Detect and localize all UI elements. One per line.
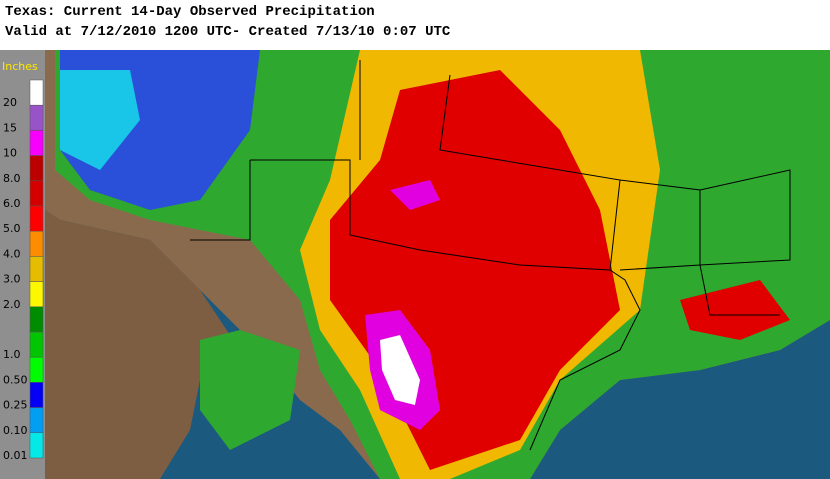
legend-label: 2.0: [3, 298, 21, 311]
legend-label: 1.0: [3, 348, 21, 361]
rain-white: [380, 335, 420, 405]
legend-label: 5.0: [3, 222, 21, 235]
mexico: [45, 210, 240, 479]
legend-label: 8.0: [3, 172, 21, 185]
legend-swatch: [29, 104, 44, 131]
legend-swatch: [29, 356, 44, 383]
legend-swatch: [29, 281, 44, 308]
legend-label: 0.01: [3, 449, 28, 462]
legend-label: 0.25: [3, 399, 28, 412]
legend-swatch: [29, 407, 44, 434]
rain-red: [680, 280, 790, 340]
legend-label: 6.0: [3, 197, 21, 210]
legend-swatch: [29, 130, 44, 156]
legend-label: 0.10: [3, 424, 28, 437]
legend-label: 0.50: [3, 373, 28, 386]
legend-swatch: [29, 382, 44, 408]
legend-swatch: [29, 205, 44, 232]
map: Inches 20 15 10 8.0 6.0 5.0 4.0 3.0 2.0 1.0 0.50 0.…: [0, 50, 830, 479]
rain-green: [200, 330, 300, 450]
rain-magenta: [390, 180, 440, 210]
legend: 20 15 10 8.0 6.0 5.0 4.0 3.0 2.0 1.0 0.50 0.25 0.10 0…: [3, 79, 44, 462]
legend-swatch: [29, 331, 44, 358]
legend-swatch: [29, 306, 44, 333]
legend-unit: Inches: [2, 60, 38, 73]
subtitle: Valid at 7/12/2010 1200 UTC- Created 7/1…: [5, 24, 451, 40]
legend-label: 3.0: [3, 273, 21, 286]
legend-swatch: [29, 230, 44, 257]
title: Texas: Current 14-Day Observed Precipita…: [5, 4, 375, 20]
legend-label: 4.0: [3, 247, 21, 260]
state-boundaries: [190, 60, 791, 451]
legend-label: 15: [3, 121, 17, 134]
legend-swatch: [29, 155, 44, 182]
legend-swatch: [29, 432, 44, 459]
legend-swatch: [29, 79, 44, 106]
legend-label: 20: [3, 96, 17, 109]
legend-swatch: [29, 180, 44, 207]
legend-label: 10: [3, 147, 17, 160]
legend-swatch: [29, 256, 44, 282]
rain-cyan: [60, 70, 140, 170]
